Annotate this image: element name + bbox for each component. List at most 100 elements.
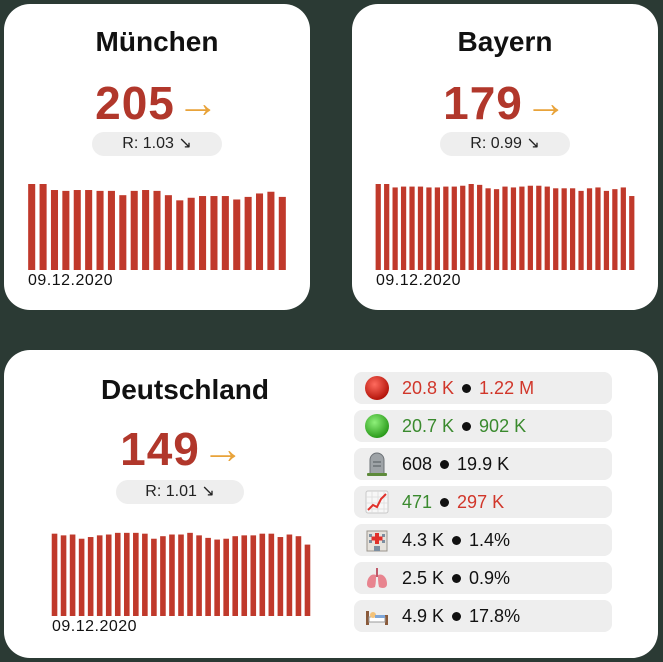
chart-bar bbox=[244, 196, 252, 270]
chart-bar bbox=[96, 190, 104, 270]
chart-date: 09.12.2020 bbox=[52, 618, 138, 635]
chart-bar bbox=[278, 196, 286, 270]
incidence-number: 149 bbox=[120, 423, 200, 475]
chart-bar bbox=[232, 536, 239, 616]
chart-bar bbox=[96, 535, 103, 616]
chart-bar bbox=[477, 184, 483, 270]
headstone-icon bbox=[364, 451, 390, 477]
chart-bar bbox=[392, 187, 398, 270]
chart-bar bbox=[255, 193, 264, 270]
chart-bar bbox=[561, 188, 567, 270]
chart-bar bbox=[612, 189, 618, 270]
widget-bayern[interactable]: Bayern 179→ R: 0.99 ↘ 09.12.2020 bbox=[352, 4, 658, 310]
chart-bar bbox=[268, 533, 275, 616]
incidence-number: 179 bbox=[443, 77, 523, 129]
chart-bar bbox=[233, 199, 241, 270]
chart-bar bbox=[451, 186, 457, 270]
stat-row-beds: 4.9 K 17.8% bbox=[354, 600, 612, 632]
stat-value-primary: 20.7 K bbox=[402, 415, 455, 436]
chart-bar bbox=[178, 534, 184, 616]
region-title: Bayern bbox=[457, 26, 553, 57]
widget-deutschland[interactable]: Deutschland 149→ R: 1.01 ↘ 09.12.2020 20… bbox=[4, 350, 658, 658]
chart-bar bbox=[375, 184, 381, 270]
chart-bar bbox=[164, 195, 172, 270]
chart-bar bbox=[510, 187, 517, 270]
stat-row-trend: 471 297 K bbox=[354, 486, 612, 518]
chart-bar bbox=[259, 533, 266, 616]
chart-bar bbox=[468, 184, 474, 270]
chart-bar bbox=[199, 196, 207, 270]
separator-dot bbox=[440, 497, 450, 507]
stat-row-new-cases: 20.8 K 1.22 M bbox=[354, 372, 612, 404]
chart-bar bbox=[151, 538, 157, 616]
chart-bar bbox=[267, 191, 275, 270]
chart-bar bbox=[187, 197, 195, 270]
chart-bar bbox=[250, 535, 257, 616]
chart-bar bbox=[304, 544, 311, 616]
chart-bar bbox=[502, 186, 508, 270]
region-title: München bbox=[95, 26, 219, 57]
separator-dot bbox=[452, 573, 462, 583]
arrow-right-icon: → bbox=[201, 425, 244, 472]
chart-bar bbox=[187, 532, 193, 616]
chart-bar bbox=[443, 186, 449, 270]
stat-value-primary: 20.8 K bbox=[402, 377, 455, 398]
chart-bar bbox=[434, 187, 441, 270]
lungs-icon bbox=[364, 565, 390, 591]
stat-value-primary: 2.5 K bbox=[402, 567, 445, 588]
stat-value-secondary: 0.9% bbox=[469, 567, 511, 588]
chart-bar bbox=[130, 190, 138, 270]
stat-value-secondary: 19.9 K bbox=[457, 453, 510, 474]
stat-value-secondary: 297 K bbox=[457, 491, 505, 512]
chart-bar bbox=[544, 186, 550, 270]
stat-value-secondary: 1.22 M bbox=[479, 377, 535, 398]
chart-bar bbox=[60, 535, 67, 616]
chart-bar bbox=[50, 190, 59, 270]
chart-bar bbox=[629, 196, 635, 270]
chart-bar bbox=[578, 190, 584, 270]
chart-bar bbox=[73, 190, 81, 270]
incidence-bar-chart bbox=[375, 184, 635, 270]
chart-bar bbox=[620, 187, 626, 270]
r-value-badge: R: 1.03 ↘ bbox=[92, 132, 222, 156]
widget-muenchen[interactable]: München 205→ R: 1.03 ↘ 09.12.2020 bbox=[4, 4, 310, 310]
chart-bar bbox=[133, 532, 139, 616]
chart-bar bbox=[107, 190, 115, 270]
stat-value-primary: 4.3 K bbox=[402, 529, 445, 550]
chart-bar bbox=[153, 190, 161, 270]
stats-list: 20.8 K 1.22 M 20.7 K 902 K 608 19.9 K 47… bbox=[354, 372, 612, 638]
chart-bar bbox=[214, 539, 220, 616]
stat-value-primary: 608 bbox=[402, 453, 433, 474]
stat-row-hospital: 4.3 K 1.4% bbox=[354, 524, 612, 556]
incidence-number: 205 bbox=[95, 77, 175, 129]
arrow-right-icon: → bbox=[524, 79, 567, 126]
incidence-value: 149→ bbox=[4, 422, 360, 476]
chart-bar bbox=[123, 532, 130, 616]
chart-bar bbox=[39, 184, 47, 270]
stat-value-primary: 471 bbox=[402, 491, 433, 512]
chart-bar bbox=[119, 195, 127, 270]
hospital-icon bbox=[364, 527, 390, 553]
chart-bar bbox=[485, 188, 491, 270]
incidence-value: 179→ bbox=[352, 76, 658, 130]
chart-bar bbox=[603, 190, 610, 270]
chart-bar bbox=[586, 188, 593, 270]
stat-value-secondary: 1.4% bbox=[469, 529, 511, 550]
separator-dot bbox=[452, 535, 462, 545]
chart-bar bbox=[114, 532, 121, 616]
stat-row-recovered: 20.7 K 902 K bbox=[354, 410, 612, 442]
chart-bar bbox=[493, 189, 500, 270]
chart-bar bbox=[85, 190, 93, 270]
chart-bar bbox=[205, 537, 211, 616]
chart-bar bbox=[87, 537, 94, 616]
chart-bar bbox=[210, 196, 218, 270]
region-title: Deutschland bbox=[100, 374, 270, 405]
incidence-bar-chart bbox=[28, 184, 286, 270]
chart-bar bbox=[277, 537, 284, 616]
chart-bar bbox=[142, 533, 148, 616]
separator-dot bbox=[440, 459, 450, 469]
chart-bar bbox=[169, 534, 175, 616]
chart-bar bbox=[241, 535, 248, 616]
chart-bar bbox=[409, 186, 415, 270]
chart-date: 09.12.2020 bbox=[376, 272, 462, 289]
